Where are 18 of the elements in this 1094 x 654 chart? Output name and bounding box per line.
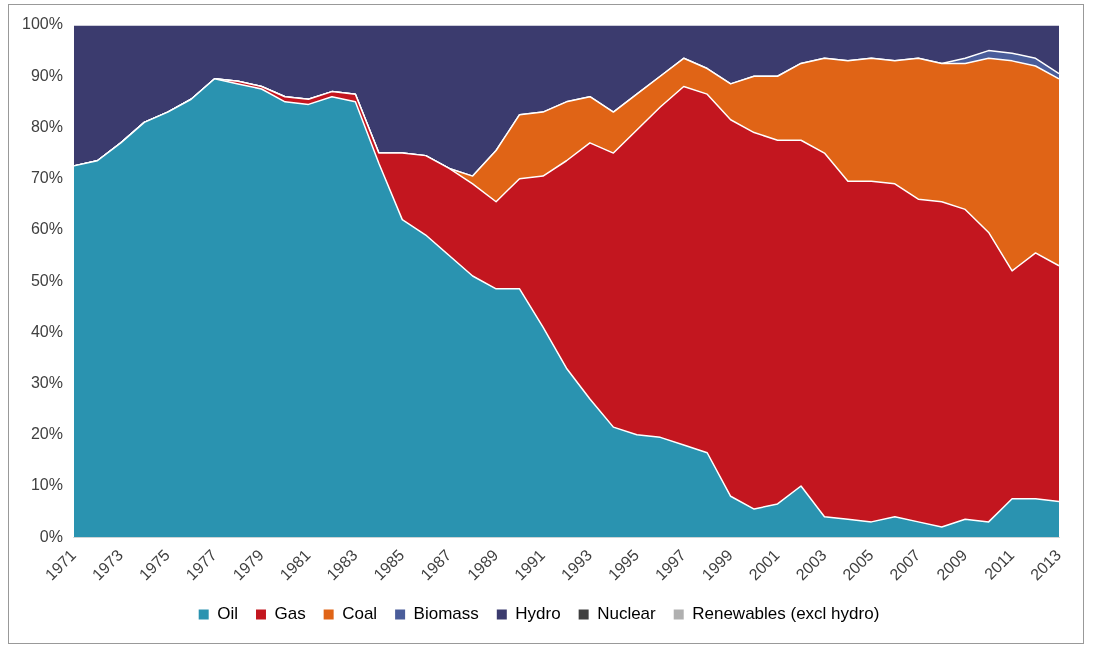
y-tick-label: 70% [30, 169, 63, 187]
y-tick-label: 30% [30, 373, 63, 391]
y-tick-label: 40% [30, 322, 63, 340]
y-tick-label: 90% [30, 66, 63, 84]
legend-label: Renewables (excl hydro) [692, 604, 880, 624]
legend-label: Biomass [413, 604, 479, 624]
legend-label: Nuclear [597, 604, 657, 624]
y-tick-label: 20% [30, 425, 63, 443]
y-tick-label: 10% [30, 476, 63, 494]
y-tick-label: 80% [30, 117, 63, 135]
legend-label: Hydro [515, 604, 561, 624]
y-tick-label: 0% [39, 527, 63, 545]
y-tick-label: 50% [30, 271, 63, 289]
y-tick-label: 60% [30, 220, 63, 238]
legend-label: Coal [342, 604, 378, 624]
y-tick-label: 100% [22, 15, 63, 33]
legend-label: Gas [274, 604, 306, 624]
legend-label: Oil [217, 604, 238, 624]
